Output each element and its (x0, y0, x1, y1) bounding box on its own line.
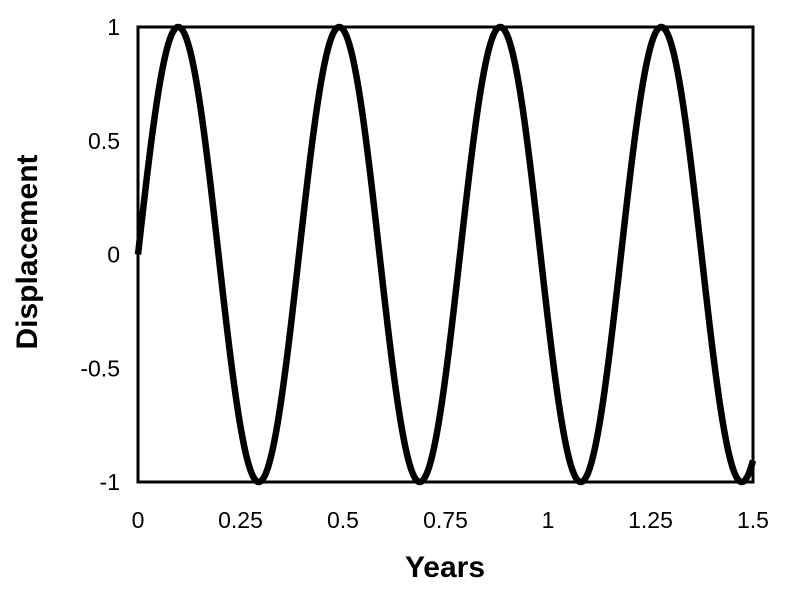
x-axis-tick-labels: 0 0.25 0.5 0.75 1 1.25 1.5 (132, 507, 769, 533)
y-tick-label: -0.5 (80, 355, 120, 381)
x-tick-label: 0.25 (218, 507, 263, 533)
x-tick-label: 1.25 (628, 507, 673, 533)
displacement-curve (134, 23, 757, 486)
y-tick-label: 0.5 (88, 128, 120, 154)
plot-frame (136, 25, 755, 484)
x-tick-label: 0 (132, 507, 145, 533)
y-tick-label: 1 (107, 14, 120, 40)
x-tick-label: 0.75 (423, 507, 468, 533)
x-tick-label: 1 (542, 507, 555, 533)
x-axis-title: Years (405, 551, 485, 584)
y-axis-title: Displacement (11, 154, 44, 349)
y-tick-label: -1 (100, 469, 120, 495)
x-tick-label: 1.5 (737, 507, 769, 533)
y-axis-tick-labels: 1 0.5 0 -0.5 -1 (80, 14, 120, 495)
x-tick-label: 0.5 (327, 507, 359, 533)
y-tick-label: 0 (107, 242, 120, 268)
